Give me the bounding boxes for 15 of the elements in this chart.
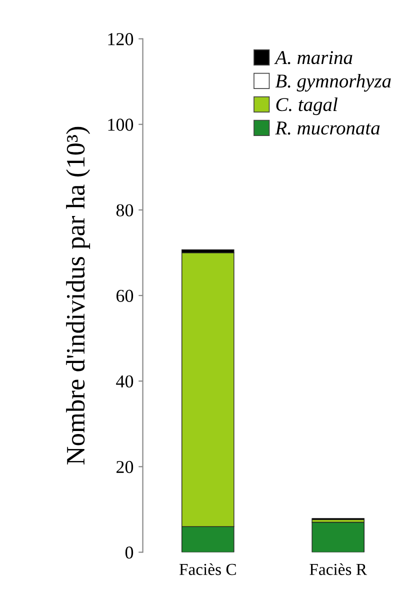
x-tick-label: Faciès C xyxy=(179,563,236,576)
legend-label: B. gymnorhyza xyxy=(275,74,391,92)
legend-label: R. mucronata xyxy=(275,122,380,135)
x-tick-label: Faciès R xyxy=(310,563,368,576)
y-tick-label: 0 xyxy=(125,546,134,559)
y-tick-label: 80 xyxy=(116,204,134,216)
y-tick-label: 100 xyxy=(108,118,134,131)
y-axis-title: Nombre d'individus par ha (10³) xyxy=(66,126,90,465)
y-tick-label: 20 xyxy=(116,460,134,474)
legend-label: A. marina xyxy=(274,51,352,64)
y-tick-label: 40 xyxy=(116,375,134,388)
y-tick-label: 120 xyxy=(108,33,134,46)
legend-label: C. tagal xyxy=(276,97,338,116)
bar xyxy=(312,522,364,552)
y-tick-label: 60 xyxy=(116,290,134,302)
